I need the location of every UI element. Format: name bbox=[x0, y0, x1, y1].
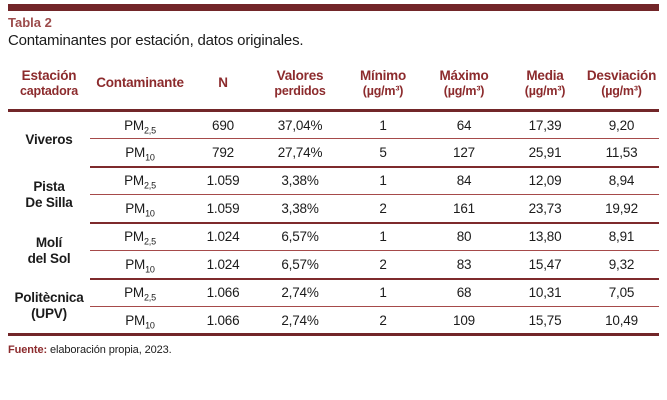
cell-n: 1.066 bbox=[190, 278, 256, 308]
cell-missing: 3,38% bbox=[256, 194, 344, 224]
cell-sd: 9,32 bbox=[584, 250, 659, 280]
table-row: PM10 1.066 2,74% 2 109 15,75 10,49 bbox=[8, 307, 659, 335]
header-media: Media (µg/m³) bbox=[506, 65, 584, 113]
cell-max: 64 bbox=[422, 110, 506, 140]
table-row: Pista De Silla PM2,5 1.059 3,38% 1 84 12,… bbox=[8, 166, 659, 210]
cell-min: 2 bbox=[344, 194, 422, 224]
top-accent-bar bbox=[8, 4, 659, 11]
table-caption-subtitle: Contaminantes por estación, datos origin… bbox=[8, 32, 304, 50]
cell-min: 2 bbox=[344, 250, 422, 280]
cell-sd: 11,53 bbox=[584, 138, 659, 168]
table-row: Viveros PM2,5 690 37,04% 1 64 17,39 9,20 bbox=[8, 110, 659, 147]
cell-contaminant: PM2,5 bbox=[90, 166, 190, 196]
cell-sd: 19,92 bbox=[584, 194, 659, 224]
source-label: Fuente: bbox=[8, 344, 48, 357]
cell-n: 1.059 bbox=[190, 194, 256, 224]
cell-max: 68 bbox=[422, 278, 506, 308]
cell-sd: 7,05 bbox=[584, 278, 659, 308]
header-estacion: Estación captadora bbox=[8, 65, 90, 113]
cell-missing: 37,04% bbox=[256, 110, 344, 140]
cell-missing: 6,57% bbox=[256, 250, 344, 280]
cell-missing: 27,74% bbox=[256, 138, 344, 168]
cell-missing: 2,74% bbox=[256, 278, 344, 308]
cell-max: 83 bbox=[422, 250, 506, 280]
cell-min: 5 bbox=[344, 138, 422, 168]
cell-missing: 3,38% bbox=[256, 166, 344, 196]
table-caption-label: Tabla 2 bbox=[8, 15, 52, 30]
cell-min: 1 bbox=[344, 110, 422, 140]
cell-n: 792 bbox=[190, 138, 256, 168]
cell-contaminant: PM10 bbox=[90, 138, 190, 168]
cell-max: 80 bbox=[422, 222, 506, 252]
cell-mean: 15,75 bbox=[528, 312, 562, 328]
cell-sd: 9,20 bbox=[584, 110, 659, 140]
cell-contaminant: PM10 bbox=[90, 194, 190, 224]
source-text: elaboración propia, 2023. bbox=[47, 344, 172, 357]
cell-min: 1 bbox=[344, 278, 422, 308]
cell-max: 109 bbox=[453, 312, 475, 328]
cell-n: 1.066 bbox=[206, 312, 240, 328]
cell-mean: 13,80 bbox=[506, 222, 584, 252]
cell-n: 690 bbox=[190, 110, 256, 140]
cell-missing: 6,57% bbox=[256, 222, 344, 252]
source-note: Fuente: elaboración propia, 2023. bbox=[8, 344, 659, 356]
table-row: PM10 1.059 3,38% 2 161 23,73 19,92 bbox=[8, 194, 659, 224]
header-maximo: Máximo (µg/m³) bbox=[422, 65, 506, 113]
table-row: Molí del Sol PM2,5 1.024 6,57% 1 80 13,80… bbox=[8, 222, 659, 266]
cell-max: 84 bbox=[422, 166, 506, 196]
cell-min: 1 bbox=[344, 166, 422, 196]
header-n: N bbox=[190, 65, 256, 113]
cell-mean: 10,31 bbox=[506, 278, 584, 308]
cell-max: 127 bbox=[422, 138, 506, 168]
header-desviacion: Desviación (µg/m³) bbox=[584, 65, 659, 113]
header-valores-perdidos: Valores perdidos bbox=[256, 65, 344, 113]
cell-contaminant: PM10 bbox=[125, 312, 155, 331]
cell-mean: 12,09 bbox=[506, 166, 584, 196]
cell-max: 161 bbox=[422, 194, 506, 224]
page: Tabla 2 Contaminantes por estación, dato… bbox=[8, 4, 659, 356]
header-contaminante: Contaminante bbox=[90, 65, 190, 113]
cell-missing: 2,74% bbox=[281, 312, 319, 328]
cell-mean: 23,73 bbox=[506, 194, 584, 224]
cell-mean: 17,39 bbox=[506, 110, 584, 140]
table-row: PM10 1.024 6,57% 2 83 15,47 9,32 bbox=[8, 250, 659, 280]
station-name: Pista De Silla bbox=[25, 179, 73, 210]
cell-min: 1 bbox=[344, 222, 422, 252]
station-name: Viveros bbox=[25, 131, 73, 147]
station-name: Molí del Sol bbox=[27, 235, 71, 266]
cell-n: 1.024 bbox=[190, 250, 256, 280]
header-minimo: Mínimo (µg/m³) bbox=[344, 65, 422, 113]
station-name: Politècnica (UPV) bbox=[14, 290, 84, 321]
cell-contaminant: PM2,5 bbox=[90, 110, 190, 140]
cell-sd: 8,94 bbox=[584, 166, 659, 196]
cell-contaminant: PM2,5 bbox=[90, 222, 190, 252]
contaminants-table: Estación captadora Contaminante N Valores… bbox=[8, 65, 659, 337]
cell-mean: 15,47 bbox=[506, 250, 584, 280]
header-row: Estación captadora Contaminante N Valores… bbox=[8, 65, 659, 113]
cell-mean: 25,91 bbox=[506, 138, 584, 168]
cell-min: 2 bbox=[379, 312, 387, 328]
cell-n: 1.024 bbox=[190, 222, 256, 252]
cell-n: 1.059 bbox=[190, 166, 256, 196]
cell-sd: 8,91 bbox=[584, 222, 659, 252]
table-row: PM10 792 27,74% 5 127 25,91 11,53 bbox=[8, 138, 659, 168]
cell-sd: 10,49 bbox=[605, 312, 638, 328]
cell-contaminant: PM10 bbox=[90, 250, 190, 280]
cell-contaminant: PM2,5 bbox=[90, 278, 190, 308]
table-row: Politècnica (UPV) PM2,5 1.066 2,74% 1 68 … bbox=[8, 278, 659, 321]
